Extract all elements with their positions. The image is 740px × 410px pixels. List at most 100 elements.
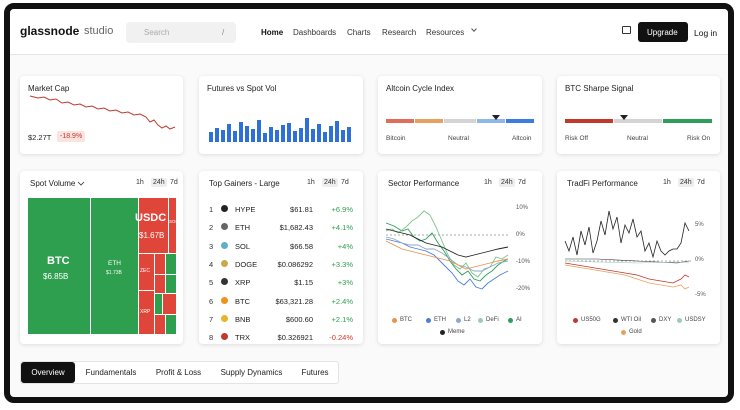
market-cap-card[interactable]: Market Cap $2.27T -18.9%	[20, 76, 183, 154]
treemap-tile	[155, 294, 162, 314]
timeframe-tab[interactable]: 7d	[697, 179, 705, 186]
timeframe-tab[interactable]: 1h	[307, 179, 315, 186]
timeframe-tab[interactable]: 24h	[322, 178, 338, 187]
rank: 3	[209, 241, 214, 251]
price: $0.086292	[277, 259, 313, 269]
treemap-tile	[166, 315, 176, 334]
bar-sparkline	[209, 118, 351, 142]
nav-link[interactable]: Home	[261, 28, 284, 37]
nav-link[interactable]: Resources	[426, 28, 465, 37]
tile-value: $6.85B	[43, 272, 69, 281]
gauge-label: Bitcoin	[386, 135, 406, 142]
tile-value: $1.73B	[106, 270, 122, 276]
treemap-tile	[139, 291, 154, 334]
treemap-tile	[139, 254, 154, 290]
legend-dot	[426, 318, 431, 323]
btc-sharpe-card[interactable]: BTC Sharpe Signal Risk Off Neutral Risk …	[557, 76, 720, 154]
gauge-marker	[492, 115, 500, 120]
coin-icon	[221, 296, 228, 304]
price: $66.58	[290, 241, 313, 251]
series-line	[564, 210, 690, 259]
gauge-segment	[386, 119, 414, 123]
tab-bar: Overview Fundamentals Profit & Loss Supply …	[20, 361, 339, 384]
search-box[interactable]: Search /	[126, 22, 236, 43]
treemap	[28, 181, 176, 334]
rank: 6	[209, 296, 214, 306]
legend-dot	[456, 318, 461, 323]
timeframe-tab[interactable]: 24h	[678, 178, 694, 187]
change: +3%	[337, 278, 353, 288]
treemap-tile	[155, 275, 165, 293]
timeframe-tab[interactable]: 7d	[341, 179, 349, 186]
treemap-tile	[166, 275, 176, 293]
timeframe-tab[interactable]: 1h	[136, 179, 144, 186]
treemap-tile	[155, 315, 165, 334]
rank: 5	[209, 278, 214, 288]
tab[interactable]: Supply Dynamics	[220, 368, 283, 377]
coin-icon	[221, 333, 228, 341]
tile-value: $1.67B	[139, 231, 165, 240]
nav-link[interactable]: Dashboards	[293, 28, 337, 37]
tab[interactable]: Fundamentals	[85, 368, 137, 377]
legend-dot	[440, 330, 445, 335]
gauge-label: Risk On	[687, 135, 711, 142]
nav-link[interactable]: Charts	[347, 28, 371, 37]
change: +2.1%	[331, 314, 353, 324]
upgrade-button[interactable]: Upgrade	[638, 22, 688, 42]
series-line	[564, 262, 690, 284]
change: +2.4%	[331, 296, 353, 306]
tab[interactable]: Overview	[21, 362, 75, 383]
axis-label: -5%	[695, 292, 706, 298]
futures-spot-card[interactable]: Futures vs Spot Vol	[199, 76, 363, 154]
symbol: ETH	[235, 223, 250, 233]
card-title: BTC Sharpe Signal	[565, 84, 634, 93]
coin-icon	[221, 205, 228, 212]
notification-icon[interactable]	[622, 26, 631, 34]
tab[interactable]: Futures	[301, 368, 329, 377]
spot-volume-card[interactable]: Spot Volume BTC $6.85B ETH $1.73B USDC $…	[20, 171, 183, 344]
price: $63,321.28	[275, 296, 313, 306]
price: $0.326921	[277, 333, 313, 343]
symbol: BTC	[235, 296, 250, 306]
top-gainers-card[interactable]: Top Gainers - Large 1h 24h 7d 1 HYPE $61.81 +6…	[199, 171, 363, 344]
legend-label: BTC	[400, 317, 412, 323]
tab[interactable]: Profit & Loss	[155, 368, 202, 377]
treemap-tile	[139, 198, 168, 253]
symbol: SOL	[235, 241, 251, 251]
gauge-label: Neutral	[448, 135, 469, 142]
gauge-bar	[386, 115, 534, 123]
timeframe-tab[interactable]: 1h	[484, 179, 492, 186]
altcoin-cycle-card[interactable]: Altcoin Cycle Index Bitcoin Neutral Altc…	[378, 76, 542, 154]
timeframe-tab[interactable]: 1h	[663, 179, 671, 186]
rank: 1	[209, 205, 214, 214]
change: -0.24%	[329, 333, 353, 343]
rank: 2	[209, 223, 214, 233]
sector-performance-card[interactable]: Sector Performance 1h 24h 7d 10% 0% -10% -20% B…	[378, 171, 542, 344]
series-line	[564, 264, 690, 290]
axis-label: 5%	[695, 222, 704, 228]
logo[interactable]: glassnode	[20, 24, 80, 38]
legend-label: USDSY	[685, 317, 706, 323]
timeframe-tab[interactable]: 7d	[170, 179, 178, 186]
gauge-segment	[444, 119, 476, 123]
line-chart	[564, 210, 691, 290]
card-title: Market Cap	[28, 84, 70, 93]
price: $600.60	[285, 314, 313, 324]
legend-label: Gold	[629, 329, 642, 335]
timeframe-tab[interactable]: 24h	[151, 178, 167, 187]
gauge-label: Risk Off	[565, 135, 588, 142]
login-link[interactable]: Log in	[694, 28, 718, 38]
price: $61.81	[290, 205, 313, 214]
legend-dot	[651, 318, 656, 323]
tile-label: ETH	[108, 260, 121, 267]
legend-dot	[508, 318, 513, 323]
coin-icon	[221, 241, 228, 249]
timeframe-tab[interactable]: 24h	[499, 178, 515, 187]
nav-link[interactable]: Research	[382, 28, 417, 37]
tradfi-performance-card[interactable]: TradFi Performance 1h 24h 7d 5% 0% -5% US50G WT…	[557, 171, 720, 344]
symbol: DOGE	[235, 259, 258, 269]
app-window: glassnode studio Search / Upgrade Log in…	[4, 3, 734, 403]
tile-label: SOL	[169, 219, 179, 224]
timeframe-tab[interactable]: 7d	[518, 179, 526, 186]
logo-sub: studio	[84, 25, 114, 37]
